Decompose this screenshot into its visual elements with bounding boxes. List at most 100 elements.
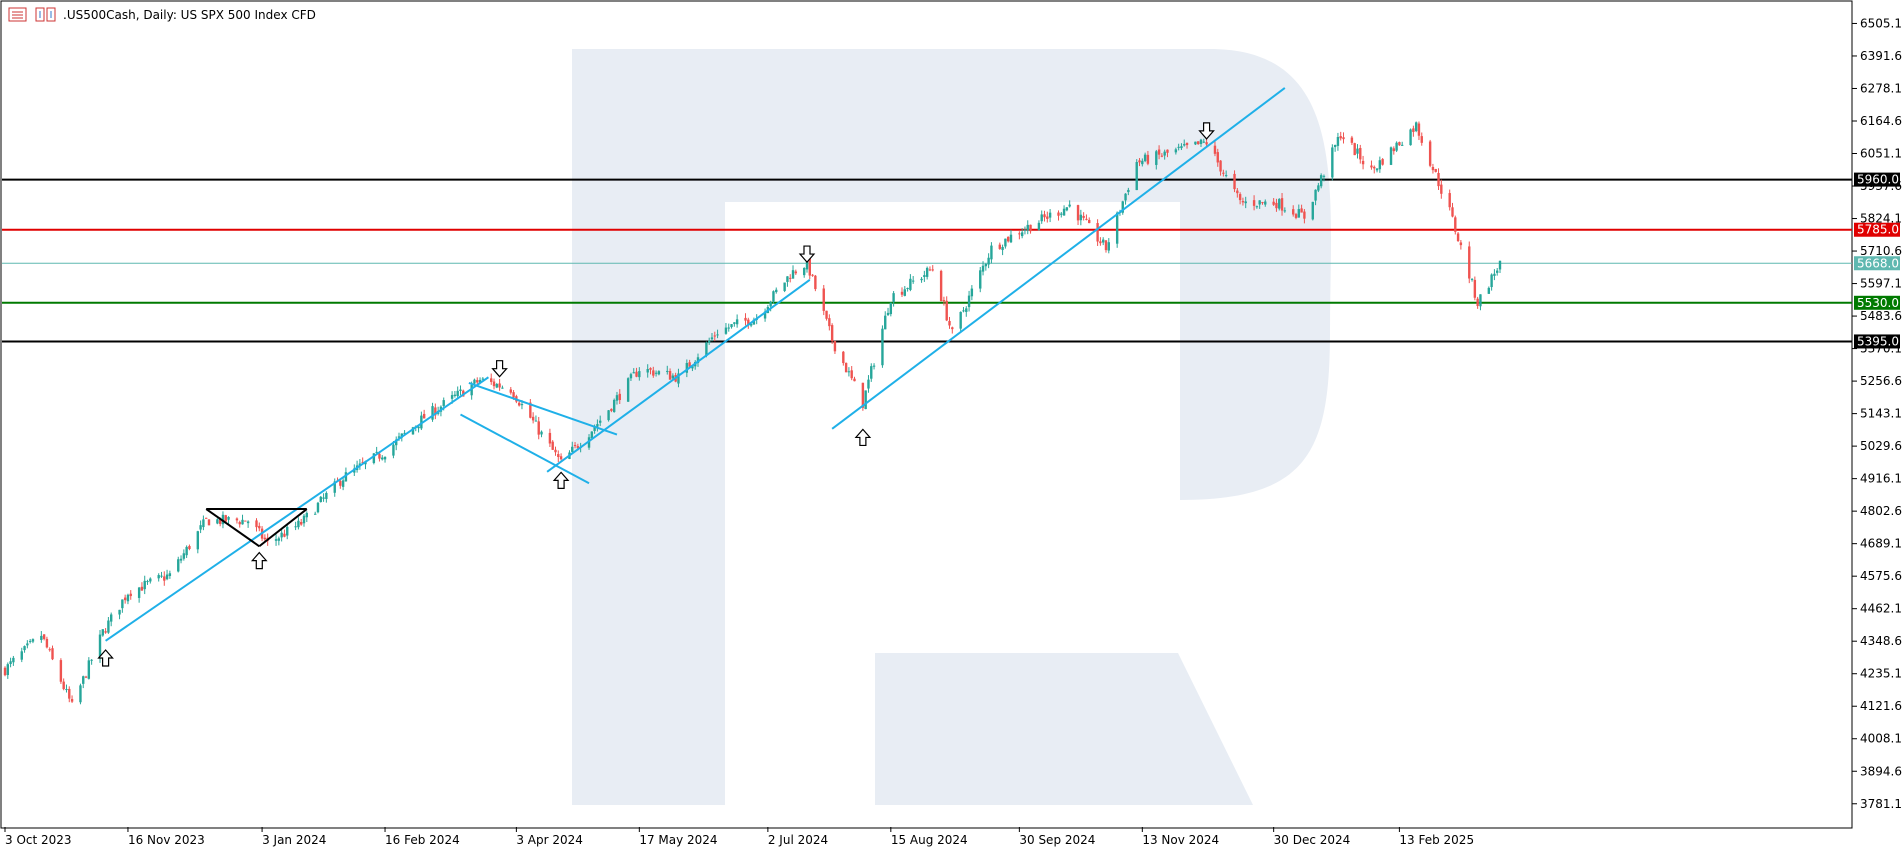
candle: [1314, 189, 1317, 206]
candle: [1456, 231, 1460, 242]
candle: [886, 307, 890, 317]
candle: [1163, 149, 1166, 160]
candle: [802, 267, 806, 278]
candle: [26, 640, 29, 649]
symbol-title: .US500Cash, Daily: US SPX 500 Index CFD: [63, 8, 316, 22]
arrow-up-icon[interactable]: [854, 428, 872, 447]
candle: [341, 477, 345, 491]
candle: [109, 612, 113, 627]
plot-border: [0, 0, 1853, 829]
candle: [928, 266, 932, 272]
candle: [649, 367, 652, 375]
candle: [833, 340, 837, 354]
candle: [1493, 269, 1496, 281]
pattern-line-7[interactable]: [258, 508, 308, 548]
candle: [1370, 160, 1373, 170]
y-tick-label: 6164.6: [1860, 114, 1902, 128]
candle: [325, 491, 328, 503]
candle: [62, 678, 65, 691]
candle: [783, 282, 786, 293]
candle: [990, 242, 993, 264]
candle: [1197, 141, 1200, 145]
candle: [1062, 205, 1066, 216]
candle: [1018, 231, 1021, 240]
candle: [1135, 159, 1138, 191]
x-tick-label: 3 Oct 2023: [5, 833, 72, 847]
candle: [300, 518, 303, 526]
chart-type-icon[interactable]: [35, 7, 56, 22]
candle: [1238, 192, 1242, 205]
candle: [615, 391, 619, 405]
candle: [1258, 200, 1261, 209]
candle: [571, 441, 574, 454]
candle: [1275, 198, 1278, 212]
candle: [1104, 240, 1108, 253]
candle: [772, 290, 775, 304]
y-tick-label: 6278.1: [1860, 81, 1902, 95]
candle: [65, 684, 68, 693]
candle: [121, 599, 124, 613]
candle: [246, 520, 250, 528]
candle: [632, 368, 635, 374]
arrow-up-icon[interactable]: [250, 551, 268, 570]
candle: [1300, 204, 1303, 213]
price-tag-5668.0: 5668.0: [1854, 256, 1900, 271]
arrow-up-icon[interactable]: [97, 649, 114, 667]
candle: [909, 274, 912, 292]
candle: [716, 329, 719, 339]
y-tick-label: 6391.6: [1860, 49, 1902, 63]
arrow-down-icon[interactable]: [1198, 122, 1215, 140]
candle: [417, 426, 420, 433]
trendline-4[interactable]: [831, 87, 1286, 430]
candle: [383, 456, 387, 463]
candle: [168, 570, 172, 579]
candle: [844, 362, 848, 373]
candle: [1121, 200, 1124, 215]
x-tick-label: 2 Jul 2024: [768, 833, 828, 847]
candle: [84, 675, 88, 679]
candle: [1292, 205, 1295, 217]
candle: [540, 430, 543, 438]
candle: [395, 436, 398, 451]
candle: [696, 353, 700, 367]
candle: [551, 440, 554, 450]
candle: [1233, 170, 1236, 193]
candle: [165, 569, 169, 581]
candle: [82, 675, 85, 689]
candle: [68, 686, 71, 703]
candle: [749, 323, 753, 328]
arrow-down-icon[interactable]: [798, 245, 816, 263]
candle: [830, 323, 834, 344]
candle: [3, 666, 7, 677]
candle: [224, 514, 227, 523]
arrow-up-icon[interactable]: [552, 471, 570, 489]
candle: [794, 269, 798, 275]
candle: [1048, 209, 1052, 223]
candle: [1331, 144, 1334, 181]
candle: [573, 442, 577, 449]
y-tick-label: 6505.1: [1860, 16, 1902, 30]
trendline-3[interactable]: [546, 279, 811, 473]
candle: [1180, 143, 1183, 151]
candle: [305, 511, 308, 523]
candle: [107, 616, 110, 634]
trendline-2[interactable]: [468, 382, 618, 436]
candle: [149, 577, 152, 584]
svg-text:5785.0: 5785.0: [1857, 223, 1899, 237]
candle: [48, 647, 51, 652]
candle: [286, 523, 289, 540]
candle: [1141, 158, 1144, 167]
candle: [867, 375, 870, 393]
menu-icon[interactable]: [8, 7, 27, 22]
candle: [1395, 141, 1398, 153]
trendline-1[interactable]: [460, 413, 590, 485]
candle: [710, 332, 714, 342]
candle: [1378, 156, 1382, 173]
candle: [607, 410, 610, 422]
x-tick-label: 13 Feb 2025: [1399, 833, 1474, 847]
arrow-down-icon[interactable]: [491, 360, 508, 378]
candle: [724, 322, 728, 335]
candle: [610, 408, 613, 413]
candle: [948, 316, 951, 329]
pattern-line-6[interactable]: [205, 508, 260, 548]
